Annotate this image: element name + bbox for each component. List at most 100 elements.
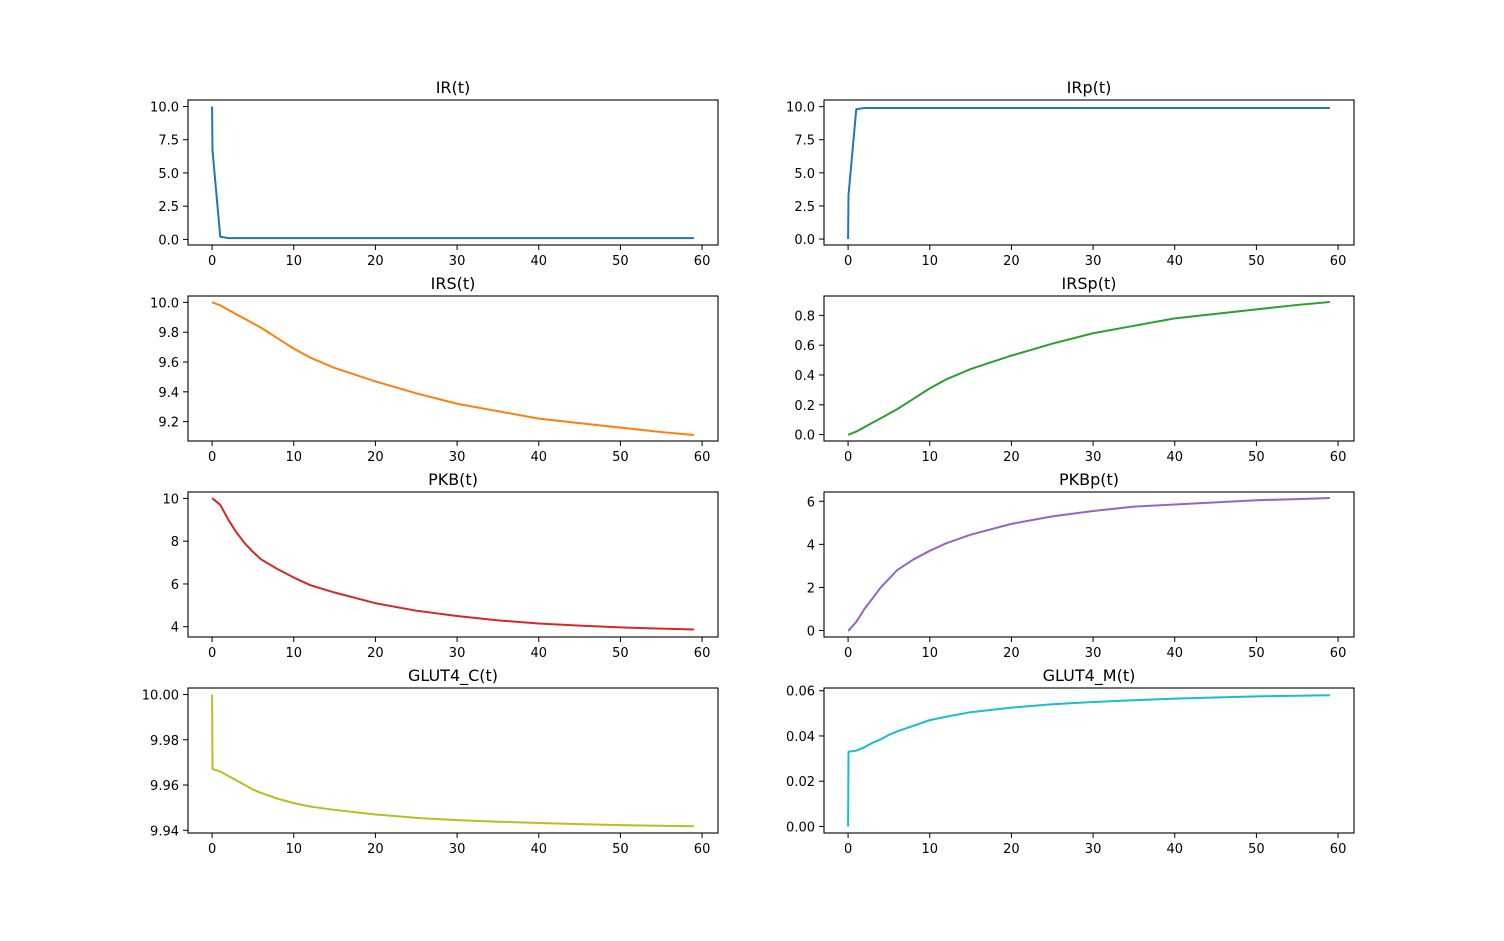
y-tick-label: 0.6 — [794, 339, 815, 354]
x-tick-label: 40 — [1166, 254, 1183, 269]
x-tick-label: 20 — [1003, 646, 1020, 661]
x-tick-label: 60 — [1330, 842, 1347, 857]
series-line — [847, 106, 1330, 240]
x-tick-label: 30 — [449, 450, 466, 465]
x-tick-label: 20 — [367, 842, 384, 857]
subplot-7: 0 10 20 30 40 50 60 0.00 0.02 0.04 0.06 GLUT4_M(t) — [786, 666, 1355, 857]
x-tick-label: 50 — [1248, 450, 1265, 465]
x-tick-label: 10 — [921, 450, 938, 465]
subplot-2: 0 10 20 30 40 50 60 9.2 9.4 9.6 9.8 10.0 IRS(t) — [150, 274, 719, 465]
x-tick-label: 60 — [694, 646, 711, 661]
x-tick-label: 60 — [694, 842, 711, 857]
x-tick-label: 20 — [367, 646, 384, 661]
y-tick-label: 7.5 — [794, 134, 815, 149]
x-tick-label: 0 — [844, 842, 852, 857]
x-tick-label: 40 — [530, 842, 547, 857]
subplot-5: 0 10 20 30 40 50 60 0 2 4 6 PKBp(t) — [807, 470, 1355, 661]
series-line — [211, 497, 694, 631]
x-tick-label: 40 — [530, 450, 547, 465]
subplot-0: 0 10 20 30 40 50 60 0.0 2.5 5.0 7.5 10.0 IR(t) — [150, 78, 719, 269]
y-tick-label: 0.8 — [794, 309, 815, 324]
y-tick-label: 9.98 — [150, 734, 179, 749]
x-tick-label: 40 — [530, 254, 547, 269]
y-tick-label: 10.0 — [150, 296, 179, 311]
subplot-title: GLUT4_M(t) — [1043, 666, 1136, 686]
axes-frame — [187, 99, 719, 246]
y-tick-label: 5.0 — [158, 167, 179, 182]
subplot-4: 0 10 20 30 40 50 60 4 6 8 10 PKB(t) — [162, 470, 719, 661]
x-tick-label: 60 — [1330, 254, 1347, 269]
x-tick-label: 50 — [1248, 646, 1265, 661]
x-tick-label: 40 — [530, 646, 547, 661]
x-tick-label: 20 — [1003, 450, 1020, 465]
x-tick-label: 40 — [1166, 842, 1183, 857]
y-tick-label: 0.4 — [794, 369, 815, 384]
x-tick-label: 20 — [1003, 842, 1020, 857]
subplot-6: 0 10 20 30 40 50 60 9.94 9.96 9.98 10.00 GLUT4_C(t) — [142, 666, 719, 857]
y-tick-label: 4 — [807, 538, 815, 553]
y-tick-label: 0.04 — [786, 730, 815, 745]
x-tick-label: 50 — [612, 254, 629, 269]
series-line — [211, 301, 695, 437]
axes-frame — [823, 295, 1355, 442]
subplot-title: IRSp(t) — [1062, 274, 1117, 293]
x-tick-label: 20 — [367, 254, 384, 269]
x-tick-label: 30 — [449, 842, 466, 857]
subplot-1: 0 10 20 30 40 50 60 0.0 2.5 5.0 7.5 10.0 IRp(t) — [786, 78, 1355, 269]
x-tick-label: 10 — [285, 842, 302, 857]
x-tick-label: 60 — [1330, 450, 1347, 465]
x-tick-label: 50 — [1248, 842, 1265, 857]
x-tick-label: 10 — [285, 646, 302, 661]
y-tick-label: 0.06 — [786, 685, 815, 700]
axes-frame — [187, 687, 719, 834]
subplot-3: 0 10 20 30 40 50 60 0.0 0.2 0.4 0.6 0.8 IRSp(t) — [794, 274, 1355, 465]
x-tick-label: 60 — [1330, 646, 1347, 661]
y-tick-label: 9.8 — [158, 326, 179, 341]
y-tick-label: 6 — [171, 578, 179, 593]
y-tick-label: 10.00 — [142, 689, 179, 704]
y-tick-label: 7.5 — [158, 134, 179, 149]
y-tick-label: 9.6 — [158, 356, 179, 371]
y-tick-label: 0.02 — [786, 775, 815, 790]
x-tick-label: 50 — [612, 842, 629, 857]
series-line — [211, 106, 694, 240]
axes-frame — [823, 99, 1355, 246]
x-tick-label: 30 — [1085, 254, 1102, 269]
x-tick-label: 20 — [1003, 254, 1020, 269]
y-tick-label: 2.5 — [158, 200, 179, 215]
subplot-title: IRS(t) — [431, 274, 476, 293]
x-tick-label: 10 — [921, 646, 938, 661]
y-tick-label: 4 — [171, 621, 179, 636]
subplot-title: IR(t) — [436, 78, 471, 97]
x-tick-label: 30 — [1085, 646, 1102, 661]
x-tick-label: 60 — [694, 254, 711, 269]
x-tick-label: 0 — [844, 450, 852, 465]
y-tick-label: 9.96 — [150, 779, 179, 794]
x-tick-label: 0 — [208, 450, 216, 465]
y-tick-label: 9.4 — [158, 386, 179, 401]
subplot-title: PKB(t) — [428, 470, 478, 489]
x-tick-label: 30 — [449, 646, 466, 661]
y-tick-label: 0 — [807, 625, 815, 640]
x-tick-label: 0 — [844, 254, 852, 269]
x-tick-label: 30 — [1085, 450, 1102, 465]
x-tick-label: 10 — [921, 842, 938, 857]
x-tick-label: 50 — [612, 450, 629, 465]
subplot-title: GLUT4_C(t) — [408, 666, 498, 686]
y-tick-label: 0.0 — [794, 429, 815, 444]
y-tick-label: 2.5 — [794, 200, 815, 215]
series-line — [847, 300, 1331, 436]
y-tick-label: 0.2 — [794, 399, 815, 414]
y-tick-label: 9.2 — [158, 416, 179, 431]
axes-frame — [187, 491, 719, 638]
y-tick-label: 10.0 — [150, 101, 179, 116]
series-line — [211, 694, 694, 828]
x-tick-label: 0 — [208, 646, 216, 661]
x-tick-label: 10 — [285, 450, 302, 465]
series-line — [847, 694, 1330, 827]
x-tick-label: 40 — [1166, 646, 1183, 661]
x-tick-label: 0 — [844, 646, 852, 661]
x-tick-label: 30 — [1085, 842, 1102, 857]
y-tick-label: 0.0 — [794, 233, 815, 248]
